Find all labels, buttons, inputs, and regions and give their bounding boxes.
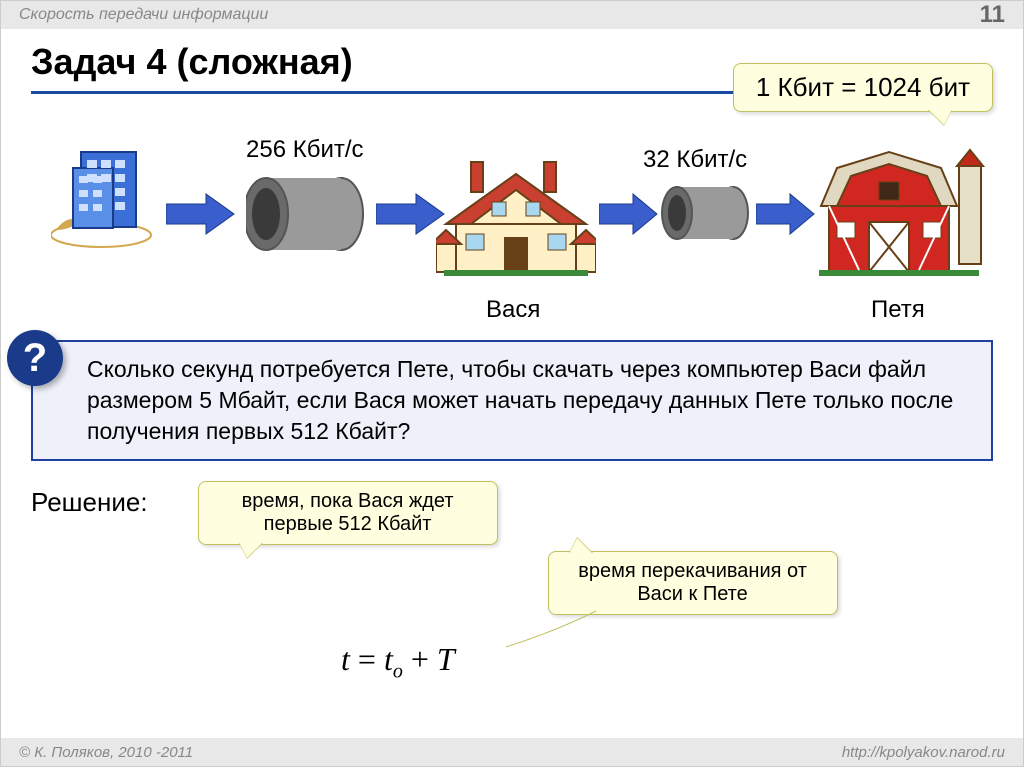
callout-tail-icon — [239, 542, 263, 558]
callout-tail-icon — [569, 538, 593, 554]
conversion-text: 1 Кбит = 1024 бит — [756, 72, 970, 102]
arrow-icon — [599, 192, 659, 236]
solution-row: Решение: время, пока Вася ждет первые 51… — [31, 481, 993, 518]
name-label-vasya: Вася — [486, 296, 540, 324]
name-label-petya: Петя — [871, 296, 925, 324]
diagram-area: 256 Кбит/с Вася — [31, 104, 993, 334]
topic-text: Скорость передачи информации — [19, 6, 268, 24]
footer-url: http://kpolyakov.narod.ru — [842, 744, 1005, 761]
pipe-icon — [246, 174, 366, 254]
callout-connector-icon — [496, 611, 616, 651]
callout-wait-time: время, пока Вася ждет первые 512 Кбайт — [198, 481, 498, 545]
city-building-icon — [51, 140, 161, 250]
page-number: 11 — [980, 1, 1005, 29]
question-box: ? Сколько секунд потребуется Пете, чтобы… — [31, 340, 993, 461]
question-text: Сколько секунд потребуется Пете, чтобы с… — [87, 356, 953, 444]
content-area: Задач 4 (сложная) 1 Кбит = 1024 бит — [1, 29, 1023, 518]
callout-transfer-time: время перекачивания от Васи к Пете — [548, 551, 838, 615]
arrow-icon — [756, 192, 816, 236]
solution-label: Решение: — [31, 481, 148, 518]
house-icon — [436, 152, 596, 282]
rate-label-1: 256 Кбит/с — [246, 136, 364, 164]
barn-icon — [809, 144, 989, 284]
question-mark-icon: ? — [7, 330, 63, 386]
pipe-icon — [661, 184, 751, 242]
formula: t = tо + T — [341, 641, 455, 683]
footer-bar: © К. Поляков, 2010 -2011 http://kpolyako… — [1, 738, 1023, 766]
arrow-icon — [166, 192, 236, 236]
rate-label-2: 32 Кбит/с — [643, 146, 747, 174]
header-bar: Скорость передачи информации 11 — [1, 1, 1023, 29]
copyright-text: © К. Поляков, 2010 -2011 — [19, 744, 193, 761]
